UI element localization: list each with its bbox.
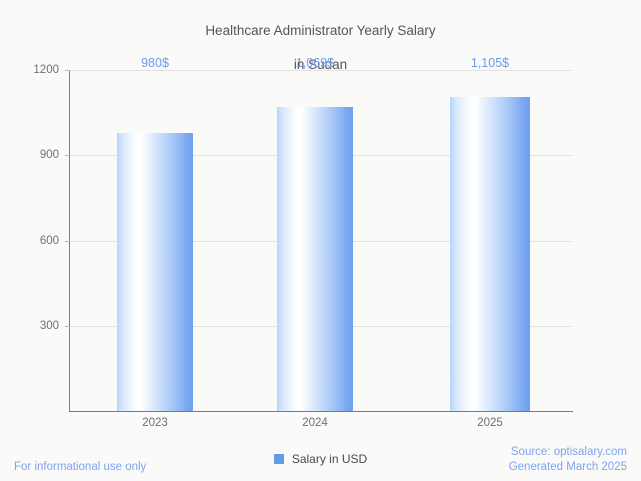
bar-2023[interactable] (117, 132, 193, 411)
y-tick-mark-1200 (65, 70, 70, 71)
y-tick-label-600: 600 (39, 234, 59, 247)
chart-title-line-1: Healthcare Administrator Yearly Salary (205, 23, 436, 38)
value-label-2023: 980$ (141, 56, 169, 70)
bar-2025[interactable] (450, 96, 530, 411)
y-tick-label-900: 900 (39, 149, 59, 162)
y-tick-label-1200: 1200 (33, 64, 59, 76)
chart-title-line-2: in Sudan (293, 57, 348, 72)
y-tick-label-300: 300 (39, 319, 59, 332)
x-tick-label-2023: 2023 (142, 417, 168, 429)
footer-source-block: Source: optisalary.com Generated March 2… (509, 445, 627, 475)
x-axis-line (69, 411, 573, 412)
gridline-1200 (65, 70, 572, 71)
x-tick-label-2025: 2025 (477, 417, 503, 429)
footer-disclaimer: For informational use only (14, 461, 147, 473)
chart-legend: Salary in USD (0, 452, 641, 466)
footer-source: Source: optisalary.com (510, 446, 627, 458)
plot-area (65, 70, 572, 411)
chart-title: Healthcare Administrator Yearly Salary i… (0, 5, 641, 73)
footer-generated-date: Generated March 2025 (508, 461, 627, 473)
value-label-2025: 1,105$ (470, 56, 510, 70)
bar-2024[interactable] (277, 107, 353, 411)
x-tick-label-2024: 2024 (302, 417, 328, 429)
legend-swatch-icon (273, 454, 284, 464)
y-tick-mark-300 (65, 325, 70, 327)
legend-item-label[interactable]: Salary in USD (291, 452, 368, 466)
value-label-2024: 1,069$ (295, 56, 335, 70)
y-tick-mark-900 (65, 155, 70, 157)
y-tick-mark-600 (65, 240, 70, 242)
